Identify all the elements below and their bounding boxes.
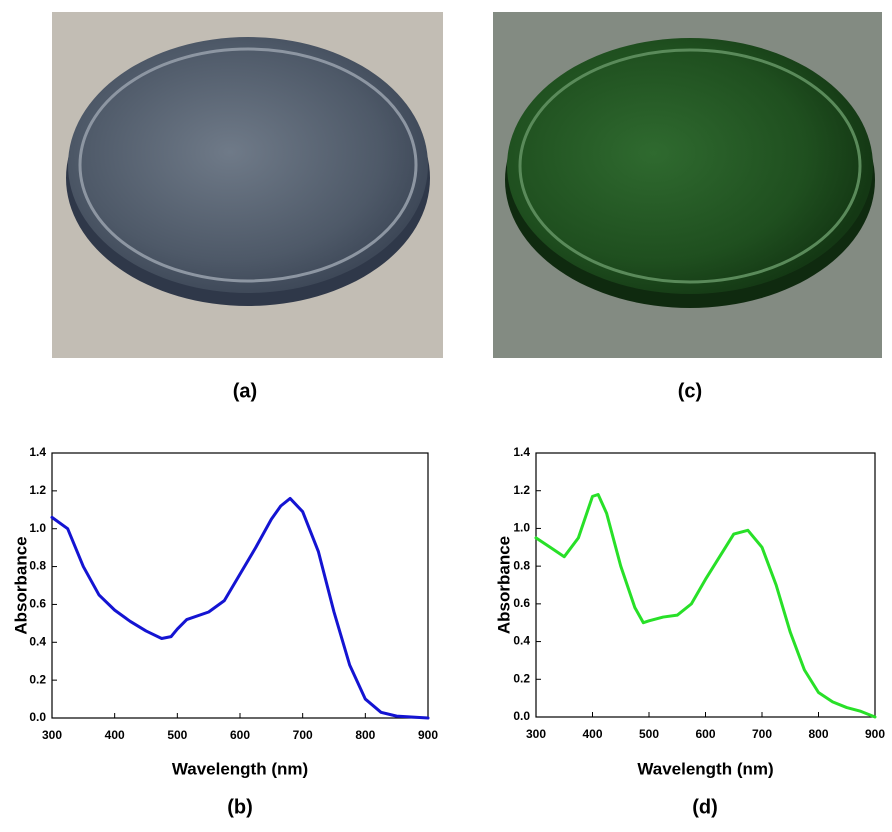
- panel-label: (d): [692, 796, 718, 818]
- y-tick-label: 0.8: [29, 559, 46, 573]
- figure: (a) (c) 0.0 0.2 0.4 0.6 0.8 1.0 1.2 1.4 300 400 50…: [0, 0, 892, 832]
- y-tick-label: 1.0: [29, 521, 46, 535]
- x-axis-label: Wavelength (nm): [637, 759, 773, 778]
- plot-frame: [536, 453, 875, 717]
- y-tick-label: 0.4: [513, 634, 530, 648]
- y-tick-label: 0.4: [29, 634, 46, 648]
- y-axis-label: Absorbance: [494, 536, 513, 634]
- y-tick-label: 1.2: [513, 483, 530, 497]
- x-tick-label: 500: [639, 727, 659, 741]
- x-tick-label: 900: [418, 728, 438, 742]
- y-tick-label: 0.2: [29, 672, 46, 686]
- photo-c: [493, 12, 882, 358]
- plot-frame: [52, 453, 428, 718]
- y-tick-label: 1.0: [513, 521, 530, 535]
- photo-a: [52, 12, 443, 358]
- x-tick-label: 700: [293, 728, 313, 742]
- y-tick-label: 0.0: [513, 709, 530, 723]
- y-tick-label: 1.4: [513, 445, 530, 459]
- data-line: [536, 494, 875, 717]
- x-tick-label: 400: [582, 727, 602, 741]
- y-tick-label: 0.2: [513, 671, 530, 685]
- data-line: [52, 498, 428, 718]
- x-tick-label: 800: [355, 728, 375, 742]
- panel-label: (a): [233, 380, 257, 402]
- y-tick-label: 1.4: [29, 445, 46, 459]
- x-tick-label: 400: [105, 728, 125, 742]
- x-tick-label: 500: [167, 728, 187, 742]
- y-tick-label: 1.2: [29, 483, 46, 497]
- x-axis-label: Wavelength (nm): [172, 759, 308, 778]
- x-tick-label: 600: [695, 727, 715, 741]
- y-tick-label: 0.8: [513, 558, 530, 572]
- x-tick-label: 900: [865, 727, 885, 741]
- x-tick-label: 700: [752, 727, 772, 741]
- x-tick-label: 600: [230, 728, 250, 742]
- panel-label: (b): [227, 796, 253, 818]
- x-tick-label: 300: [42, 728, 62, 742]
- x-tick-label: 300: [526, 727, 546, 741]
- y-tick-label: 0.6: [513, 596, 530, 610]
- x-tick-label: 800: [808, 727, 828, 741]
- y-tick-label: 0.0: [29, 710, 46, 724]
- y-axis-label: Absorbance: [11, 536, 30, 634]
- panel-label: (c): [678, 380, 702, 402]
- y-tick-label: 0.6: [29, 597, 46, 611]
